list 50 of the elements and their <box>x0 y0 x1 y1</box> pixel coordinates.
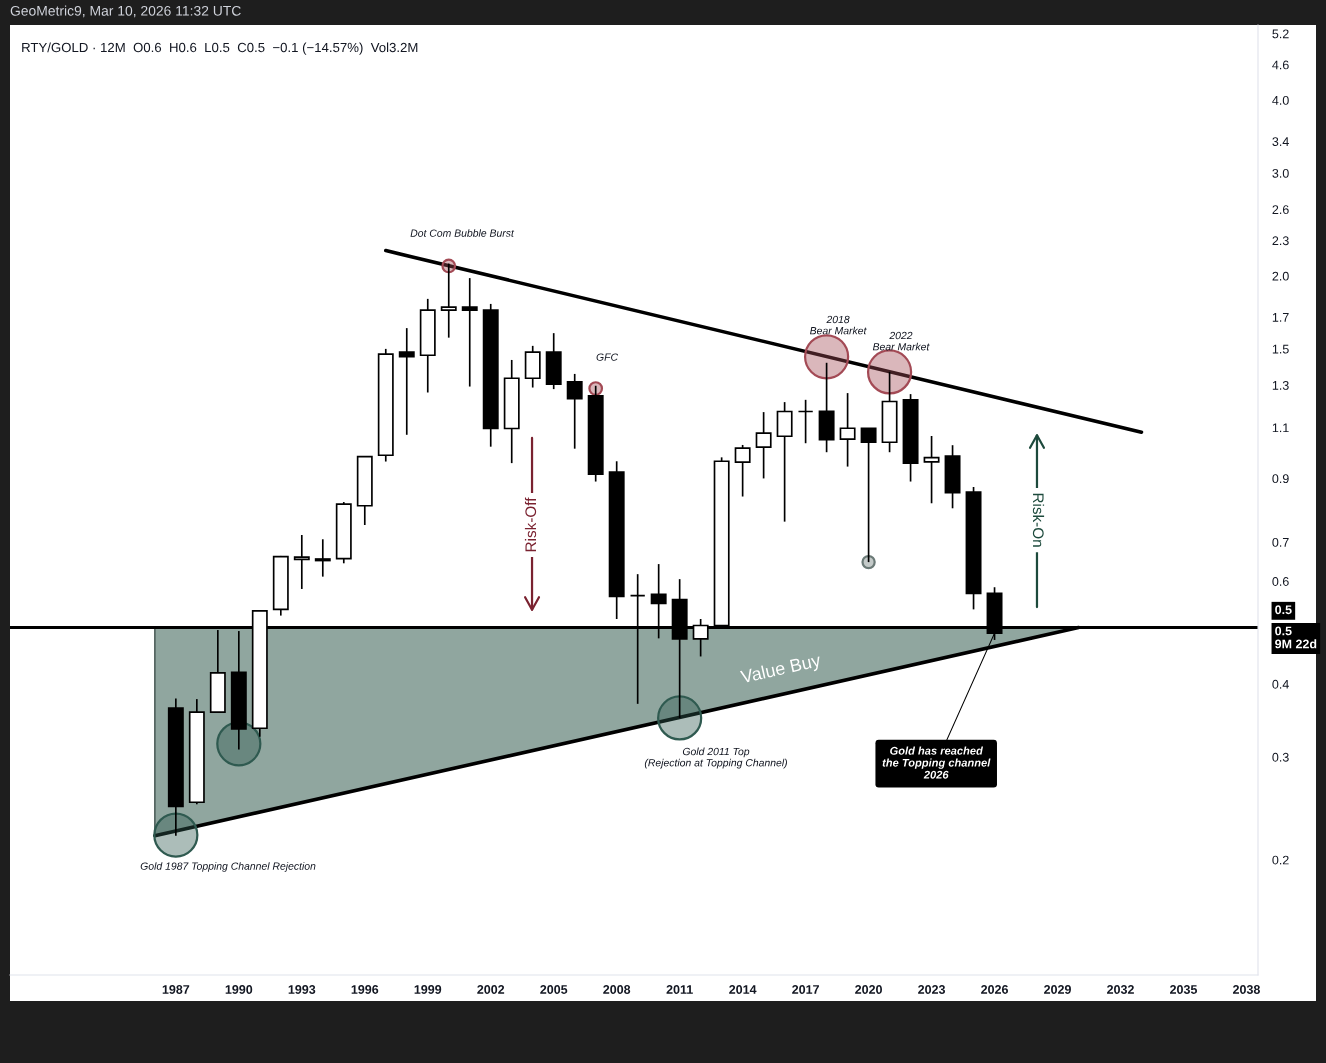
annotation: Risk-On <box>1032 493 1045 547</box>
y-tick-label: 1.5 <box>1272 344 1289 354</box>
x-tick-label: 2002 <box>477 985 505 994</box>
annotation: Dot Com Bubble Burst <box>410 229 515 237</box>
y-tick-label: 1.1 <box>1272 423 1289 433</box>
annotation: Value Buy <box>739 652 823 687</box>
x-tick-label: 2020 <box>855 985 882 994</box>
x-tick-label: 1987 <box>162 985 190 994</box>
y-tick-label: 5.2 <box>1272 29 1289 39</box>
x-tick-label: 1990 <box>225 985 253 994</box>
y-tick-label: 1.7 <box>1272 313 1289 322</box>
x-tick-label: 1996 <box>351 985 379 994</box>
x-tick-label: 2011 <box>666 985 693 994</box>
x-tick-label: 2008 <box>603 985 631 994</box>
y-tick-label: 2.3 <box>1272 236 1289 246</box>
y-tick-label: 3.4 <box>1272 137 1289 147</box>
y-tick-label: 4.6 <box>1272 60 1289 70</box>
ref-line-label: 0.5 <box>1275 605 1292 615</box>
x-tick-label: 1993 <box>288 985 316 994</box>
y-tick-label: 0.7 <box>1272 537 1289 547</box>
annotation: Gold has reached the Topping channel 2026 <box>882 746 991 779</box>
annotation: Risk-Off <box>524 497 537 552</box>
annotation: GFC <box>596 353 619 361</box>
y-tick-label: 1.3 <box>1272 380 1289 390</box>
text: GeoMetric9, Mar 10, 2026 11:32 UTC <box>10 5 241 18</box>
x-tick-label: 1999 <box>414 985 442 994</box>
y-tick-label: 2.0 <box>1272 271 1289 281</box>
y-tick-label: 3.0 <box>1272 168 1289 178</box>
annotation: Gold 1987 Topping Channel Rejection <box>140 862 316 872</box>
text: RTY/GOLD · 12M O0.6 H0.6 L0.5 C0.5 −0.1 (−14.57%) Vol3.2M <box>22 42 418 55</box>
y-tick-label: 0.6 <box>1272 577 1289 586</box>
x-tick-label: 2005 <box>540 985 568 994</box>
x-tick-label: 2035 <box>1170 985 1198 994</box>
x-tick-label: 2017 <box>792 985 819 994</box>
x-tick-label: 2038 <box>1232 985 1260 994</box>
x-tick-label: 2029 <box>1044 985 1071 994</box>
x-tick-label: 2023 <box>918 985 946 994</box>
y-tick-label: 0.4 <box>1272 679 1289 689</box>
text: 0.5 9M 22d <box>1275 626 1317 649</box>
annotation: 2018 Bear Market <box>810 315 867 335</box>
annotation: 2022 Bear Market <box>872 331 930 351</box>
y-tick-label: 0.9 <box>1272 474 1289 484</box>
y-tick-label: 0.2 <box>1272 855 1289 865</box>
y-tick-label: 4.0 <box>1272 95 1289 105</box>
x-tick-label: 2032 <box>1107 985 1134 994</box>
annotation: Gold 2011 Top (Rejection at Topping Channel) <box>644 747 787 769</box>
y-tick-label: 0.3 <box>1272 752 1289 762</box>
x-tick-label: 2014 <box>729 985 757 994</box>
y-tick-label: 2.6 <box>1272 205 1289 215</box>
x-tick-label: 2026 <box>981 985 1008 994</box>
